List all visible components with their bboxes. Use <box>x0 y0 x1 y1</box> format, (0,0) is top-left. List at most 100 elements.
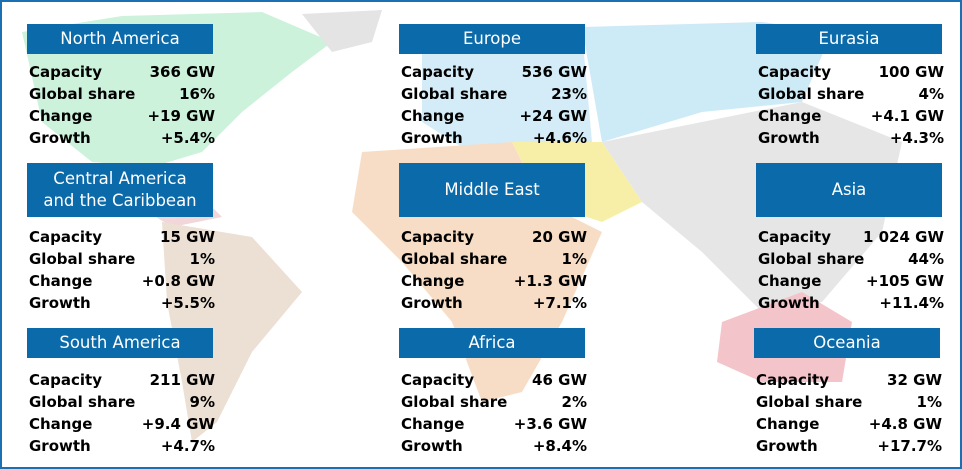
stat-value: 9% <box>189 393 215 411</box>
stat-label: Growth <box>756 437 818 455</box>
stat-row: Capacity 100 GW <box>758 61 944 83</box>
stat-value: +17.7% <box>877 437 942 455</box>
region-header: Central America and the Caribbean <box>27 163 213 217</box>
stat-label: Growth <box>401 294 463 312</box>
stat-row: Growth +4.7% <box>29 435 215 457</box>
stat-row: Capacity 15 GW <box>29 226 215 248</box>
stat-label: Global share <box>29 250 136 268</box>
stat-label: Global share <box>401 393 508 411</box>
stat-label: Change <box>758 107 822 125</box>
stat-label: Global share <box>756 393 863 411</box>
stat-value: +0.8 GW <box>141 272 215 290</box>
asia <box>602 102 902 312</box>
stat-label: Capacity <box>758 228 831 246</box>
stat-row: Growth +4.3% <box>758 127 944 149</box>
stat-label: Change <box>29 272 93 290</box>
stat-row: Capacity 32 GW <box>756 369 942 391</box>
stat-value: +9.4 GW <box>141 415 215 433</box>
stat-value: +8.4% <box>532 437 587 455</box>
stat-value: +3.6 GW <box>513 415 587 433</box>
stat-row: Growth +7.1% <box>401 292 587 314</box>
stat-value: 100 GW <box>878 63 944 81</box>
stat-label: Growth <box>29 437 91 455</box>
stat-label: Growth <box>758 294 820 312</box>
stat-label: Growth <box>758 129 820 147</box>
stat-row: Growth +8.4% <box>401 435 587 457</box>
stat-label: Growth <box>29 294 91 312</box>
stat-row: Capacity 1 024 GW <box>758 226 944 248</box>
stat-value: +5.4% <box>160 129 215 147</box>
stat-row: Global share 23% <box>401 83 587 105</box>
stat-label: Change <box>756 415 820 433</box>
stat-row: Global share 16% <box>29 83 215 105</box>
stat-label: Global share <box>29 85 136 103</box>
stat-row: Change +4.1 GW <box>758 105 944 127</box>
stat-row: Change +1.3 GW <box>401 270 587 292</box>
stat-row: Global share 2% <box>401 391 587 413</box>
stat-label: Capacity <box>758 63 831 81</box>
region-header: Africa <box>399 328 585 358</box>
stat-label: Capacity <box>756 371 829 389</box>
stat-row: Growth +5.5% <box>29 292 215 314</box>
stat-value: 1% <box>916 393 942 411</box>
south-america <box>162 222 302 442</box>
region-header: Middle East <box>399 163 585 217</box>
stat-row: Global share 44% <box>758 248 944 270</box>
stat-row: Change +19 GW <box>29 105 215 127</box>
stat-label: Growth <box>401 129 463 147</box>
stat-row: Change +0.8 GW <box>29 270 215 292</box>
stat-row: Global share 4% <box>758 83 944 105</box>
stat-value: +19 GW <box>147 107 215 125</box>
stat-value: +1.3 GW <box>513 272 587 290</box>
region-header: Eurasia <box>756 24 942 54</box>
stat-label: Growth <box>401 437 463 455</box>
europe <box>422 32 592 147</box>
stat-label: Growth <box>29 129 91 147</box>
stat-row: Capacity 366 GW <box>29 61 215 83</box>
stat-row: Capacity 20 GW <box>401 226 587 248</box>
stat-value: +7.1% <box>532 294 587 312</box>
stat-value: 4% <box>918 85 944 103</box>
stat-value: +24 GW <box>519 107 587 125</box>
stat-value: +4.1 GW <box>870 107 944 125</box>
stat-label: Capacity <box>401 63 474 81</box>
stat-row: Global share 1% <box>401 248 587 270</box>
stat-value: +4.6% <box>532 129 587 147</box>
stat-row: Capacity 211 GW <box>29 369 215 391</box>
stat-label: Global share <box>401 85 508 103</box>
stat-value: +4.7% <box>160 437 215 455</box>
stat-row: Capacity 46 GW <box>401 369 587 391</box>
stat-row: Global share 1% <box>29 248 215 270</box>
region-header: South America <box>27 328 213 358</box>
stat-value: 16% <box>179 85 215 103</box>
stat-label: Capacity <box>29 63 102 81</box>
stat-row: Growth +17.7% <box>756 435 942 457</box>
stat-value: +5.5% <box>160 294 215 312</box>
stat-row: Growth +5.4% <box>29 127 215 149</box>
stat-row: Growth +11.4% <box>758 292 944 314</box>
stat-value: +4.3% <box>889 129 944 147</box>
stat-value: 536 GW <box>521 63 587 81</box>
stat-label: Global share <box>29 393 136 411</box>
stat-value: 366 GW <box>149 63 215 81</box>
stat-value: 15 GW <box>160 228 215 246</box>
stat-row: Change +105 GW <box>758 270 944 292</box>
stat-value: 1% <box>189 250 215 268</box>
stat-label: Change <box>29 415 93 433</box>
stat-value: 211 GW <box>149 371 215 389</box>
stat-value: 1% <box>561 250 587 268</box>
stat-row: Global share 1% <box>756 391 942 413</box>
stat-label: Capacity <box>401 371 474 389</box>
stat-value: 2% <box>561 393 587 411</box>
stat-row: Growth +4.6% <box>401 127 587 149</box>
stat-row: Change +24 GW <box>401 105 587 127</box>
stat-value: 20 GW <box>532 228 587 246</box>
stat-value: +105 GW <box>866 272 944 290</box>
stat-label: Global share <box>758 85 865 103</box>
stat-label: Global share <box>401 250 508 268</box>
stat-value: 46 GW <box>532 371 587 389</box>
stat-row: Change +3.6 GW <box>401 413 587 435</box>
stat-label: Change <box>758 272 822 290</box>
stat-label: Change <box>401 272 465 290</box>
